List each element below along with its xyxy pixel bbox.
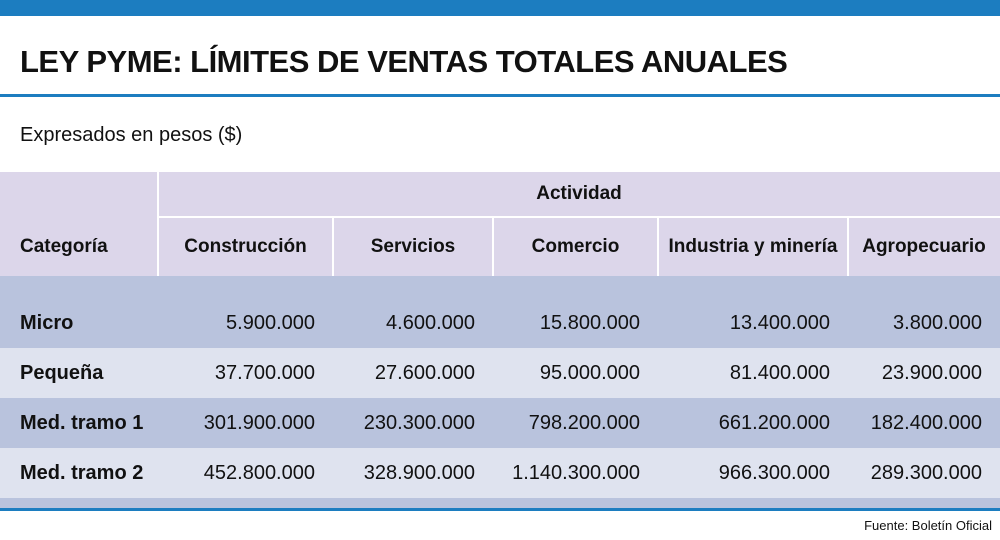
value-cell: 1.140.300.000 [512,461,640,484]
value-cell: 23.900.000 [881,361,982,384]
row-bg [0,348,1000,398]
row-bg [0,398,1000,448]
header-divider [157,172,159,276]
column-header: Agropecuario [862,236,986,257]
column-header: Comercio [531,236,620,257]
value-cell: 289.300.000 [870,461,982,484]
row-label: Med. tramo 1 [20,411,144,434]
row-bg [0,498,1000,508]
value-cell: 230.300.000 [363,411,475,434]
value-cell: 301.900.000 [203,411,315,434]
title: LEY PYME: LÍMITES DE VENTAS TOTALES ANUA… [20,44,788,79]
value-cell: 4.600.000 [386,311,475,334]
column-header: Industria y minería [668,236,838,257]
row-label: Med. tramo 2 [20,461,144,484]
source: Fuente: Boletín Oficial [864,518,992,533]
value-cell: 13.400.000 [729,311,830,334]
value-cell: 798.200.000 [528,411,640,434]
top-bar [0,0,1000,16]
value-cell: 15.800.000 [539,311,640,334]
row-bg [0,276,1000,348]
value-cell: 3.800.000 [893,311,982,334]
column-header: Construcción [184,236,307,257]
value-cell: 452.800.000 [203,461,315,484]
value-cell: 661.200.000 [718,411,830,434]
row-label: Pequeña [20,361,104,384]
row-label: Micro [20,311,74,334]
value-cell: 95.000.000 [539,361,640,384]
header-divider [332,218,334,276]
header-divider [847,218,849,276]
value-cell: 37.700.000 [214,361,315,384]
value-cell: 5.900.000 [226,311,315,334]
column-header: Servicios [370,236,456,257]
header-divider [158,216,1000,218]
value-cell: 81.400.000 [729,361,830,384]
value-cell: 182.400.000 [870,411,982,434]
table-bottom-rule [0,508,1000,511]
column-header: Categoría [20,236,108,257]
title-rule [0,94,1000,97]
value-cell: 27.600.000 [374,361,475,384]
subtitle: Expresados en pesos ($) [20,124,243,146]
header-divider [492,218,494,276]
row-bg [0,448,1000,498]
group-header: Actividad [536,183,622,204]
value-cell: 966.300.000 [718,461,830,484]
table-header-bg [0,172,1000,276]
value-cell: 328.900.000 [363,461,475,484]
header-divider [657,218,659,276]
